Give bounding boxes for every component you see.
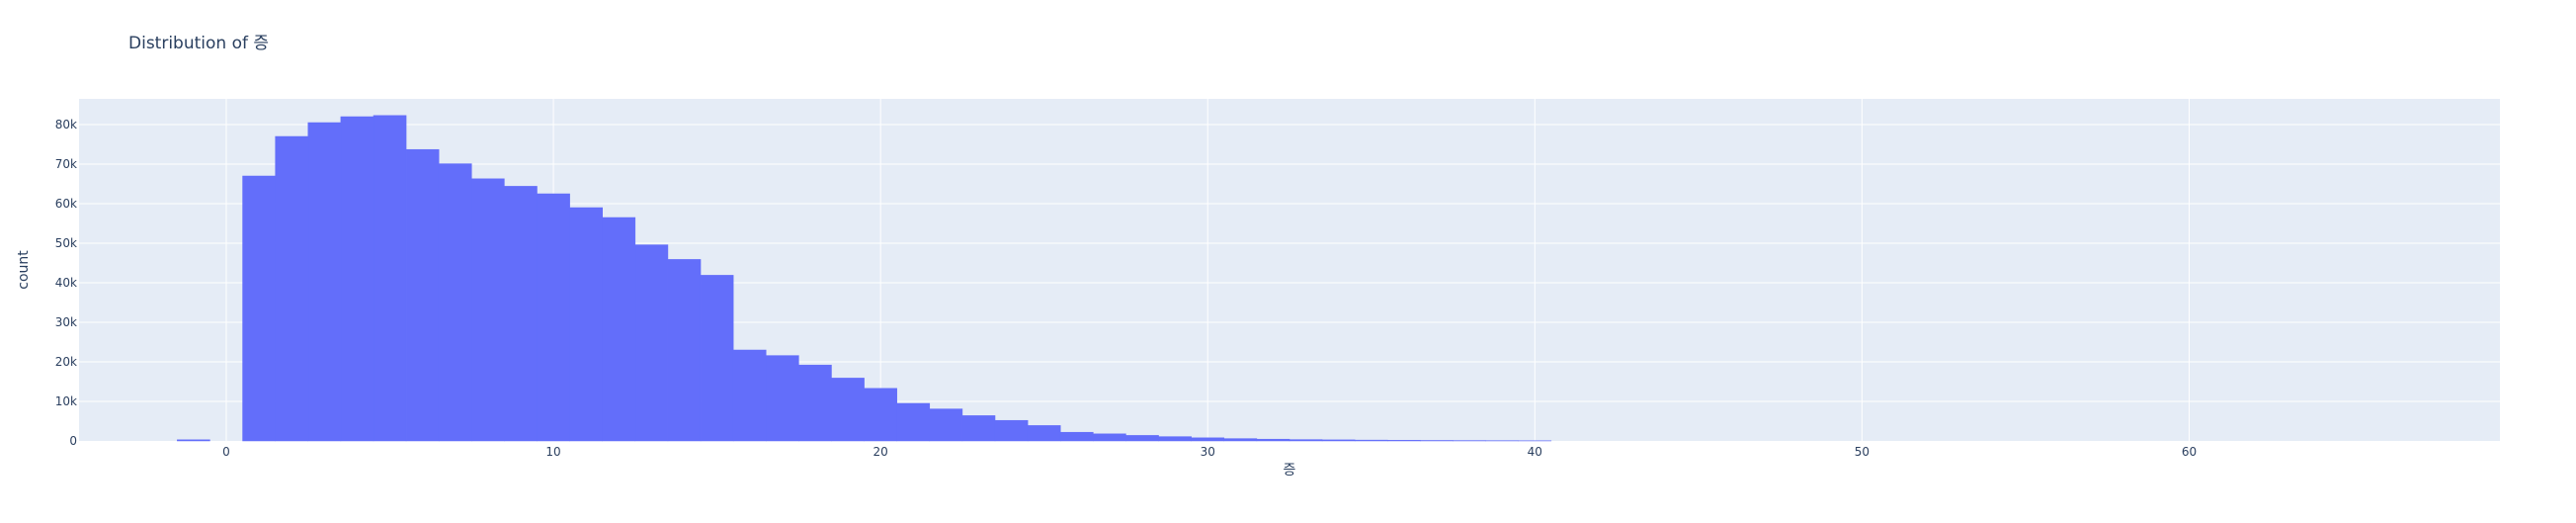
x-tick-label: 10: [545, 445, 560, 459]
histogram-bar[interactable]: [1289, 440, 1322, 441]
histogram-bar[interactable]: [1125, 435, 1158, 441]
histogram-bar[interactable]: [798, 365, 831, 441]
histogram-bar[interactable]: [1355, 440, 1387, 441]
histogram-bar[interactable]: [406, 149, 439, 441]
histogram-bar[interactable]: [701, 275, 733, 441]
x-tick-label: 20: [873, 445, 888, 459]
histogram-bar[interactable]: [831, 378, 864, 441]
histogram-bar[interactable]: [1093, 434, 1125, 441]
histogram-bar[interactable]: [341, 117, 374, 441]
y-tick-label: 0: [69, 434, 77, 448]
histogram-bar[interactable]: [177, 440, 209, 441]
histogram-bar[interactable]: [1224, 439, 1257, 441]
histogram-bar[interactable]: [995, 420, 1028, 441]
histogram-bar[interactable]: [570, 208, 603, 441]
y-tick-label: 80k: [55, 118, 77, 131]
chart-title: Distribution of 증: [128, 34, 269, 53]
histogram-bar[interactable]: [1028, 425, 1060, 441]
histogram-bar[interactable]: [538, 194, 570, 441]
y-tick-label: 50k: [55, 236, 77, 250]
histogram-bar[interactable]: [603, 218, 635, 441]
histogram-bar[interactable]: [1060, 432, 1093, 441]
histogram-bar[interactable]: [930, 409, 962, 441]
histogram-bar[interactable]: [504, 186, 537, 441]
histogram-bar[interactable]: [471, 179, 504, 441]
histogram-bar[interactable]: [1387, 440, 1420, 441]
y-axis-ticks: 0 10k 20k 30k 40k 50k 60k 70k 80k: [55, 118, 77, 448]
x-tick-label: 40: [1528, 445, 1542, 459]
y-tick-label: 20k: [55, 355, 77, 369]
y-tick-label: 40k: [55, 276, 77, 290]
y-tick-label: 30k: [55, 315, 77, 329]
x-tick-label: 60: [2182, 445, 2197, 459]
histogram-bar[interactable]: [635, 245, 668, 441]
histogram-bar[interactable]: [897, 403, 930, 441]
x-axis-ticks: 0 10 20 30 40 50 60: [222, 445, 2197, 459]
y-tick-label: 70k: [55, 157, 77, 171]
histogram-bar[interactable]: [962, 415, 995, 441]
histogram-bar[interactable]: [1192, 438, 1224, 441]
histogram-bar[interactable]: [1322, 440, 1355, 441]
histogram-bar[interactable]: [308, 123, 341, 441]
x-tick-label: 30: [1201, 445, 1215, 459]
histogram-bar[interactable]: [766, 356, 798, 441]
x-axis-title: 증: [1284, 463, 1296, 479]
histogram-bar[interactable]: [1257, 439, 1289, 441]
x-tick-label: 50: [1855, 445, 1870, 459]
histogram-bar[interactable]: [865, 389, 897, 441]
histogram-bar[interactable]: [668, 259, 701, 441]
y-axis-title: count: [16, 250, 32, 290]
histogram-bar[interactable]: [733, 350, 766, 441]
histogram-bar[interactable]: [1420, 440, 1453, 441]
x-tick-label: 0: [222, 445, 230, 459]
histogram-bar[interactable]: [374, 116, 406, 441]
histogram-bar[interactable]: [439, 164, 471, 441]
histogram-bar[interactable]: [243, 176, 276, 441]
y-tick-label: 10k: [55, 394, 77, 408]
y-tick-label: 60k: [55, 197, 77, 211]
histogram-bar[interactable]: [1159, 437, 1192, 441]
histogram-bar[interactable]: [276, 136, 308, 441]
